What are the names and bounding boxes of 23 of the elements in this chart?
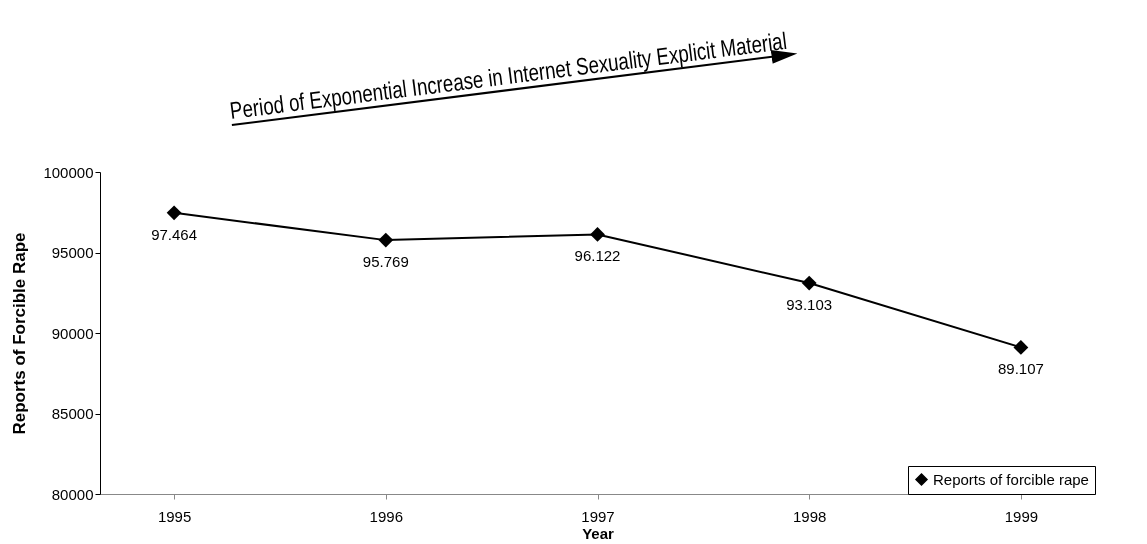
y-tick-label: 100000 [43, 163, 94, 181]
y-tick-label: 80000 [51, 485, 94, 503]
x-axis-title: Year [582, 524, 615, 542]
y-tick-label: 95000 [51, 244, 94, 261]
point [590, 227, 605, 242]
x-tick-label: 1996 [369, 507, 403, 525]
data-label: 95.769 [362, 253, 409, 271]
y-tick-label: 85000 [51, 405, 94, 422]
y-axis-title: Reports of Forcible Rape [10, 232, 30, 435]
point [801, 275, 817, 291]
x-tick-label: 1998 [793, 507, 827, 525]
legend-label: Reports of forcible rape [933, 470, 1089, 488]
point [378, 232, 394, 248]
point [1013, 339, 1029, 355]
point [166, 205, 182, 221]
y-tick-label: 90000 [51, 324, 94, 342]
data-label: 93.103 [786, 296, 833, 314]
data-label: 97.464 [151, 225, 198, 243]
data-label: 89.107 [997, 360, 1044, 378]
x-tick-label: 1997 [581, 507, 615, 525]
x-tick-label: 1999 [1004, 507, 1039, 525]
x-tick-label: 1995 [157, 507, 192, 525]
data-label: 96.122 [574, 247, 621, 265]
